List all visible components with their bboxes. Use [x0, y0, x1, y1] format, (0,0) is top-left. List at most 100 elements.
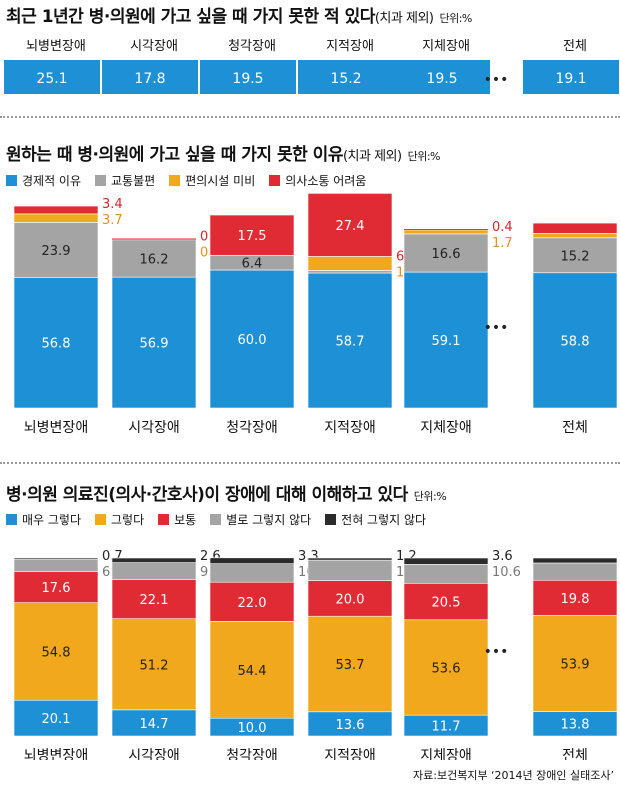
bar-segment-communication: [13, 205, 99, 215]
legend-swatch: [6, 175, 17, 186]
chart3-category-label: 청각장애: [226, 748, 278, 760]
bar-label-strongly-agree: 10.0: [238, 721, 267, 736]
chart3-category-label: 뇌병변장애: [24, 748, 88, 760]
bar-segment-neutral: [532, 579, 618, 616]
chart1-value-box: [102, 60, 198, 94]
chart1-category-label: 청각장애: [228, 39, 276, 54]
bar-segment-strongly-disagree: [532, 557, 618, 564]
chart1-value-box: [394, 60, 490, 94]
source-note: 자료:보건복지부 ‘2014년 장애인 실태조사’: [413, 769, 614, 782]
bar-label-strongly-agree: 14.7: [140, 717, 169, 732]
bar-label-disagree: 10.6: [492, 565, 521, 580]
section2-paren: (치과 제외): [342, 149, 402, 164]
section1-title-row: 최근 1년간 병·의원에 가고 싶을 때 가지 못한 적 있다(치과 제외) 단위…: [6, 2, 472, 27]
bar-label-strongly-disagree: 3.6: [492, 549, 513, 564]
bar-segment-disagree: [13, 558, 99, 572]
section2-title: 원하는 때 병·의원에 가고 싶을 때 가지 못한 이유: [6, 145, 343, 165]
chart1-value-label: 15.2: [330, 71, 361, 87]
bar-label-transport: 15.2: [561, 249, 590, 264]
bar-segment-communication: [532, 222, 618, 234]
section2-legend: 경제적 이유 교통불편 편의시설 미비 의사소통 어려움: [6, 172, 366, 189]
legend-swatch: [269, 175, 281, 186]
legend-swatch: [169, 175, 181, 186]
legend-swatch: [6, 514, 17, 525]
legend-label: 보통: [174, 513, 197, 527]
bar-segment-agree: [532, 615, 618, 712]
bar-label-economic: 60.0: [238, 333, 267, 348]
bar-segment-communication: [404, 229, 488, 230]
bar-label-transport: 16.6: [432, 247, 461, 262]
bar-label-strongly-agree: 13.8: [561, 718, 590, 733]
bar-label-agree: 51.2: [140, 658, 169, 673]
legend-item-neutral: 보통: [158, 511, 196, 528]
bar-segment-agree: [403, 619, 489, 716]
chart1-category-label: 지체장애: [422, 39, 470, 54]
chart1-value-label: 19.5: [426, 71, 457, 87]
chart1-value-label: 19.5: [232, 71, 263, 87]
chart1-category-label: 뇌병변장애: [26, 39, 86, 54]
chart-section1: 뇌병변장애 25.1 시각장애 17.8 청각장애 19.5 지적장애 15.2 지체장애 19.…: [4, 39, 619, 94]
bar-label-strongly-agree: 13.6: [336, 718, 365, 733]
chart3-category-label: 전체: [562, 748, 588, 760]
chart2-category-label: 뇌병변장애: [24, 420, 88, 436]
chart3-category-label: 지적장애: [324, 748, 376, 760]
bar-segment-communication: [209, 214, 295, 256]
chart3-category-label: 시각장애: [128, 748, 180, 760]
legend-item-agree: 그렇다: [95, 511, 144, 528]
legend-swatch: [95, 514, 107, 525]
chart1-value-box: [4, 60, 100, 94]
bar-label-neutral: 17.6: [42, 581, 71, 596]
legend-item-strongly-disagree: 전혀 그렇지 않다: [325, 511, 426, 528]
bar-label-communication: 3.4: [102, 197, 123, 212]
section1-paren: (치과 제외): [374, 11, 434, 26]
bar-label-neutral: 22.0: [238, 596, 267, 611]
chart3-ellipsis: •••: [484, 644, 509, 660]
bar-label-transport: 16.2: [140, 253, 169, 268]
chart2-ellipsis: •••: [484, 320, 509, 336]
bar-segment-facility: [532, 233, 618, 239]
bar-segment-strongly-agree: [307, 711, 393, 737]
bar-segment-neutral: [111, 579, 197, 619]
chart-section2: 56.823.93.43.7뇌병변장애56.916.20.40.2시각장애60.…: [13, 193, 618, 436]
bar-segment-economic: [403, 271, 489, 409]
legend-label: 경제적 이유: [22, 174, 82, 188]
bar-label-economic: 56.8: [42, 337, 71, 352]
bar-segment-agree: [307, 615, 393, 713]
bar-label-neutral: 20.0: [336, 592, 365, 607]
chart1-value-box: [200, 60, 296, 94]
chart1-category-label: 시각장애: [130, 39, 178, 54]
section3-title-row: 병·의원 의료진(의사·간호사)이 장애에 대해 이해하고 있다 단위:%: [6, 480, 447, 505]
bar-segment-strongly-disagree: [13, 557, 99, 560]
bar-segment-transport: [111, 239, 197, 278]
bar-segment-strongly-agree: [111, 709, 197, 737]
legend-swatch: [95, 175, 107, 186]
bar-segment-economic: [307, 272, 393, 409]
bar-label-transport: 23.9: [42, 244, 71, 259]
legend-item-disagree: 별로 그렇지 않다: [210, 511, 311, 528]
bar-segment-disagree: [403, 564, 489, 584]
chart1-ellipsis: •••: [484, 72, 509, 88]
legend-item-strongly-agree: 매우 그렇다: [6, 511, 81, 528]
chart2-category-label: 지체장애: [420, 420, 472, 436]
legend-swatch: [210, 514, 222, 525]
chart1-value-box: [298, 60, 394, 94]
legend-swatch: [158, 514, 170, 525]
bar-segment-strongly-disagree: [307, 557, 393, 561]
bar-segment-economic: [532, 272, 618, 409]
chart2-category-label: 지적장애: [324, 420, 376, 436]
bar-label-agree: 53.9: [561, 657, 590, 672]
bar-segment-disagree: [532, 562, 618, 581]
bar-segment-neutral: [403, 582, 489, 621]
chart1-category-label: 전체: [563, 39, 587, 54]
chart2-category-label: 시각장애: [128, 420, 180, 436]
chart-section3: 20.154.817.60.76.9뇌병변장애14.751.222.12.69.…: [13, 549, 618, 760]
bar-segment-strongly-disagree: [209, 557, 295, 564]
section3-legend: 매우 그렇다 그렇다 보통 별로 그렇지 않다 전혀 그렇지 않다: [6, 511, 426, 528]
bar-segment-agree: [13, 602, 99, 701]
bar-segment-neutral: [13, 571, 99, 603]
section3-title: 병·의원 의료진(의사·간호사)이 장애에 대해 이해하고 있다: [6, 485, 408, 505]
legend-item-economic: 경제적 이유: [6, 172, 81, 189]
chart1-value-box: [523, 60, 619, 94]
chart1-value-label: 25.1: [36, 71, 67, 87]
legend-item-facility: 편의시설 미비: [169, 172, 255, 189]
